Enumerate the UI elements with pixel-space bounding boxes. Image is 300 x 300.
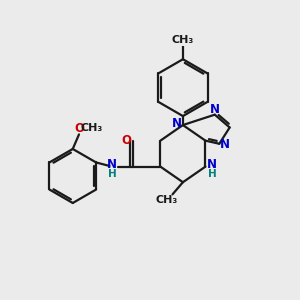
Text: H: H xyxy=(108,169,117,179)
Text: O: O xyxy=(122,134,131,147)
Text: CH₃: CH₃ xyxy=(81,123,103,133)
Text: H: H xyxy=(208,169,217,179)
Text: N: N xyxy=(107,158,117,171)
Text: N: N xyxy=(220,138,230,151)
Text: O: O xyxy=(74,122,84,135)
Text: CH₃: CH₃ xyxy=(155,195,177,205)
Text: N: N xyxy=(172,117,182,130)
Text: N: N xyxy=(210,103,220,116)
Text: N: N xyxy=(207,158,218,171)
Text: CH₃: CH₃ xyxy=(172,35,194,45)
